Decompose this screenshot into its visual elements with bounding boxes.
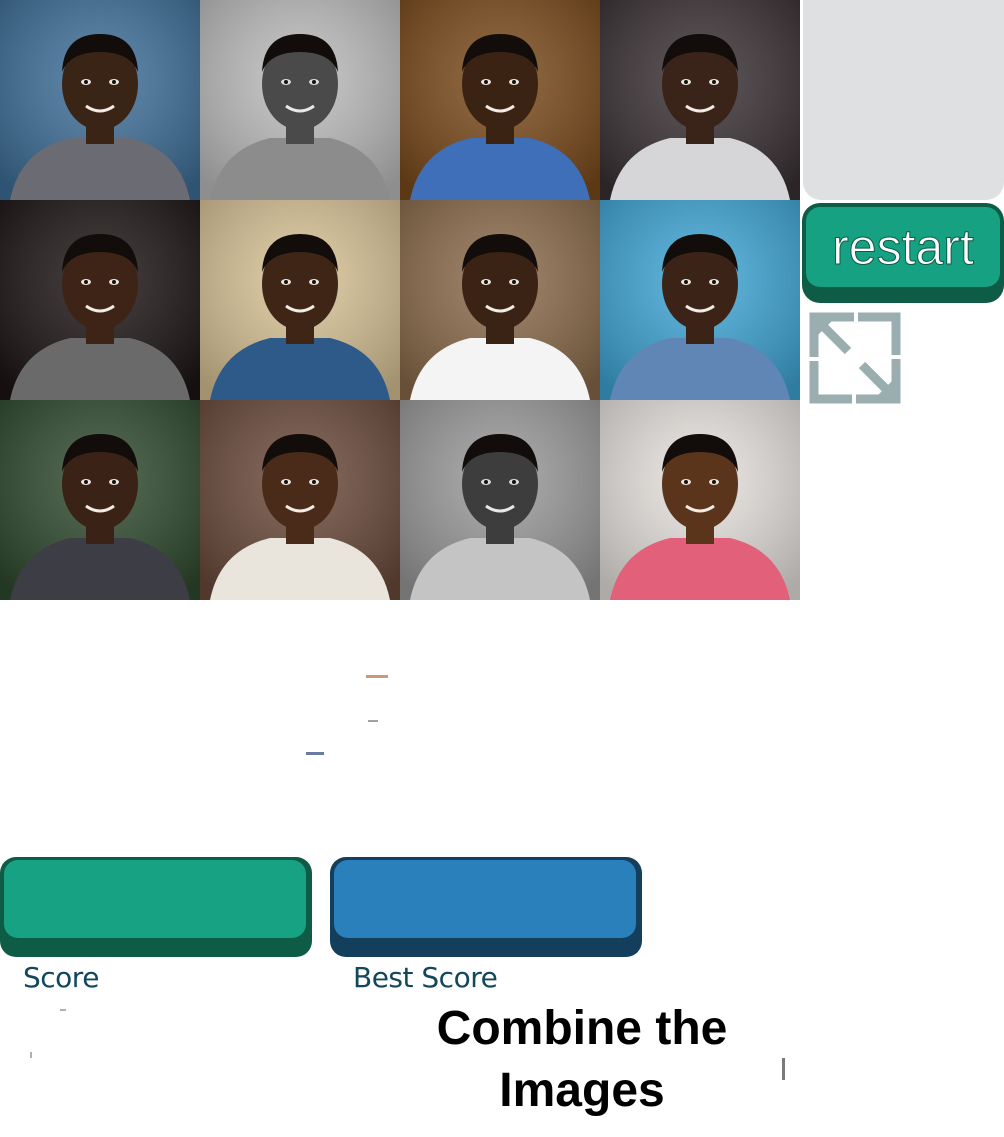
tile-4[interactable] — [600, 0, 800, 200]
score-board — [0, 857, 312, 957]
puzzle-grid — [0, 0, 800, 600]
tile-2[interactable] — [200, 0, 400, 200]
restart-button-face[interactable]: restart — [806, 207, 1000, 287]
score-label: Score — [23, 961, 99, 994]
portrait-photo-icon — [200, 200, 400, 400]
portrait-photo-icon — [0, 200, 200, 400]
portrait-photo-icon — [600, 400, 800, 600]
tile-11[interactable] — [400, 400, 600, 600]
decor-speck — [782, 1058, 785, 1080]
instruction-text: Combine the Images — [436, 1002, 728, 1117]
portrait-photo-icon — [400, 0, 600, 200]
preview-box — [803, 0, 1004, 200]
expand-arrows-icon — [809, 312, 901, 404]
tile-12[interactable] — [600, 400, 800, 600]
portrait-photo-icon — [0, 400, 200, 600]
decor-speck — [60, 1009, 66, 1011]
tile-3[interactable] — [400, 0, 600, 200]
tile-7[interactable] — [400, 200, 600, 400]
tile-10[interactable] — [200, 400, 400, 600]
fullscreen-button[interactable] — [808, 311, 902, 405]
decor-speck — [368, 720, 378, 722]
portrait-photo-icon — [400, 400, 600, 600]
best-score-board — [330, 857, 642, 957]
portrait-photo-icon — [0, 0, 200, 200]
tile-1[interactable] — [0, 0, 200, 200]
tile-9[interactable] — [0, 400, 200, 600]
decor-speck — [306, 752, 324, 755]
portrait-photo-icon — [600, 0, 800, 200]
decor-speck — [30, 1052, 32, 1058]
restart-label: restart — [832, 219, 975, 275]
tile-8[interactable] — [600, 200, 800, 400]
portrait-photo-icon — [600, 200, 800, 400]
tile-5[interactable] — [0, 200, 200, 400]
best-score-label: Best Score — [353, 961, 498, 994]
tile-6[interactable] — [200, 200, 400, 400]
decor-speck — [366, 675, 388, 678]
portrait-photo-icon — [200, 0, 400, 200]
score-board-face — [4, 860, 306, 938]
portrait-photo-icon — [400, 200, 600, 400]
best-score-board-face — [334, 860, 636, 938]
portrait-photo-icon — [200, 400, 400, 600]
restart-button[interactable]: restart — [802, 203, 1004, 303]
